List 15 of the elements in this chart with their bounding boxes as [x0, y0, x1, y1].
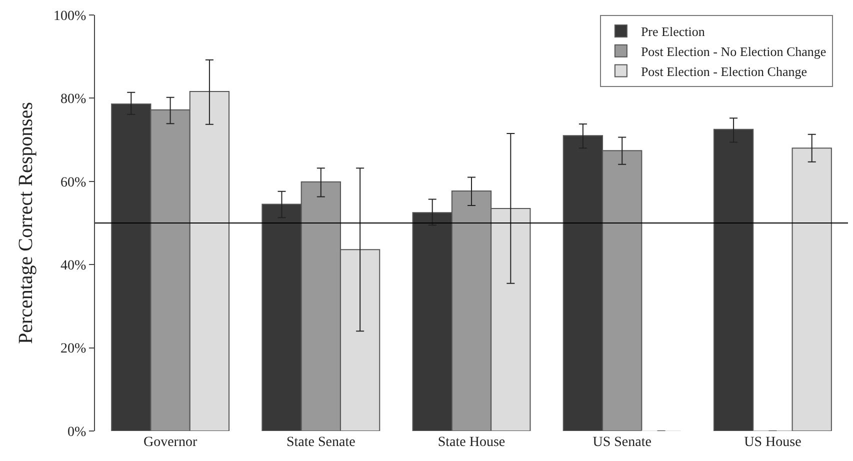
legend-label: Post Election - No Election Change	[640, 44, 826, 59]
y-tick-label: 40%	[60, 258, 87, 274]
y-axis-title: Percentage Correct Responses	[15, 102, 38, 344]
x-tick-label: Governor	[143, 435, 198, 450]
x-tick-label: State Senate	[286, 435, 356, 450]
legend-label: Pre Election	[640, 24, 706, 40]
y-tick-label: 80%	[60, 92, 87, 108]
legend-label: Post Election - Election Change	[640, 64, 808, 79]
x-tick-label: US House	[744, 435, 802, 450]
x-tick-label: US Senate	[592, 435, 652, 450]
y-tick-label: 100%	[54, 8, 87, 24]
y-tick-label: 0%	[68, 424, 87, 440]
y-tick-label: 20%	[60, 342, 87, 357]
x-tick-label: State House	[438, 435, 506, 450]
y-tick-label: 60%	[60, 175, 87, 190]
